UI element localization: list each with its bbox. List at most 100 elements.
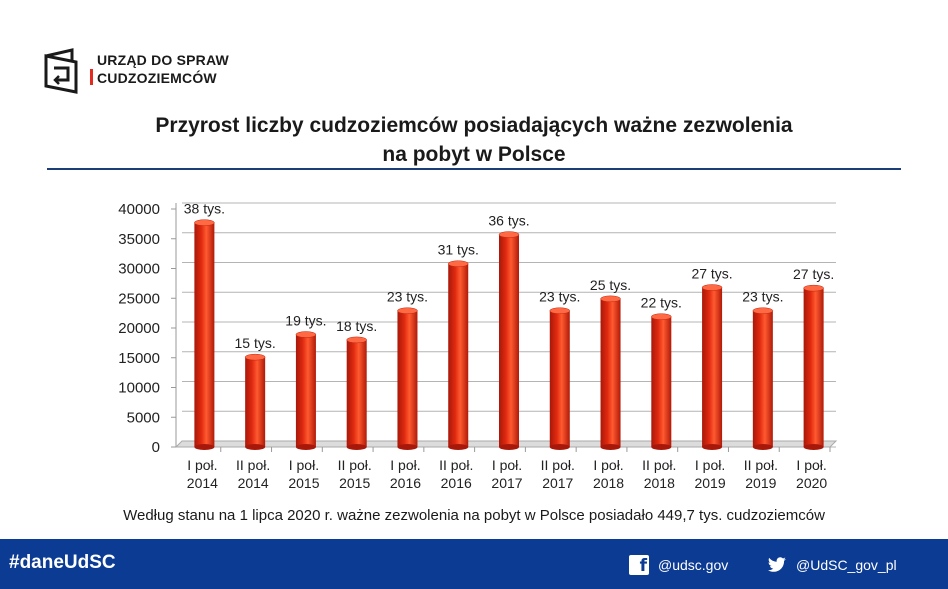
x-tick-label: II poł.	[338, 457, 372, 473]
bar-top	[803, 284, 824, 292]
x-tick-label: I poł.	[695, 457, 725, 473]
bar-base	[245, 444, 266, 450]
twitter-icon	[767, 557, 786, 572]
x-tick-label: 2017	[491, 475, 522, 491]
bar-base	[448, 444, 469, 450]
x-tick-label: I poł.	[492, 457, 522, 473]
bar-top	[194, 219, 215, 226]
bar-base	[397, 444, 418, 450]
x-tick-label: II poł.	[541, 457, 575, 473]
bar-base	[499, 444, 519, 450]
x-tick-label: 2015	[288, 475, 319, 491]
chart-title-line2: na pobyt w Polsce	[382, 143, 566, 166]
bar-base	[752, 444, 773, 450]
bar-top	[651, 313, 672, 320]
y-tick-label: 15000	[118, 350, 160, 367]
bar-top	[295, 331, 317, 338]
x-tick-label: 2014	[187, 475, 218, 491]
data-label: 27 tys.	[691, 266, 732, 282]
y-tick-label: 25000	[118, 290, 160, 307]
bar-top	[244, 353, 266, 361]
bar-base	[549, 444, 570, 450]
bar-base	[702, 444, 723, 450]
bar-base	[600, 444, 621, 450]
bar-top	[600, 295, 621, 303]
facebook-link[interactable]: f @udsc.gov	[629, 554, 728, 576]
footer-hashtag: #daneUdSC	[9, 552, 116, 573]
data-label: 23 tys.	[539, 289, 580, 305]
data-label: 19 tys.	[285, 313, 326, 329]
y-tick-label: 30000	[118, 261, 160, 278]
bar-top	[346, 336, 367, 344]
x-tick-label: II poł.	[439, 457, 473, 473]
bar-top	[701, 284, 723, 291]
y-tick-label: 10000	[118, 380, 160, 397]
bar	[651, 316, 672, 447]
logo-text-line1: URZĄD DO SPRAW	[97, 52, 229, 68]
logo-text-line2: CUDZOZIEMCÓW	[97, 70, 217, 86]
y-tick-label: 40000	[118, 201, 160, 218]
bar-chart: 0 5000 10000 15000 20000 25000 30000 35000 40000…	[118, 201, 838, 491]
y-tick-label: 35000	[118, 231, 160, 248]
bar-top	[397, 307, 418, 314]
bar-base	[194, 444, 215, 450]
facebook-icon: f	[629, 555, 649, 576]
x-tick-label: 2020	[796, 475, 827, 491]
bar	[295, 334, 316, 447]
x-tick-label: 2018	[593, 475, 624, 491]
summary-note: Według stanu na 1 lipca 2020 r. ważne ze…	[123, 507, 825, 524]
bar-top	[447, 260, 469, 267]
bar	[194, 222, 215, 447]
x-tick-label: II poł.	[236, 457, 270, 473]
bar	[397, 310, 418, 447]
data-label: 38 tys.	[184, 201, 225, 217]
data-label: 36 tys.	[488, 213, 529, 229]
chart-title: Przyrost liczby cudzoziemców posiadający…	[0, 111, 948, 169]
x-tick-label: 2016	[390, 475, 421, 491]
bar-top	[549, 307, 571, 314]
x-tick-label: 2018	[644, 475, 675, 491]
y-tick-label: 0	[152, 439, 160, 456]
data-label: 25 tys.	[590, 277, 631, 293]
data-label: 22 tys.	[641, 295, 682, 311]
udsc-logo: URZĄD DO SPRAW CUDZOZIEMCÓW	[42, 46, 242, 96]
chart-title-line1: Przyrost liczby cudzoziemców posiadający…	[155, 114, 793, 137]
bar	[346, 339, 367, 447]
x-tick-label: 2014	[238, 475, 269, 491]
twitter-handle: @UdSC_gov_pl	[796, 557, 897, 573]
bar	[549, 310, 570, 447]
bar	[448, 263, 469, 447]
data-label: 18 tys.	[336, 318, 377, 334]
x-tick-label: 2016	[441, 475, 472, 491]
x-tick-label: I poł.	[390, 457, 420, 473]
bar-base	[295, 444, 316, 450]
title-divider	[47, 168, 901, 170]
x-tick-label: I poł.	[796, 457, 826, 473]
facebook-handle: @udsc.gov	[658, 557, 729, 573]
bar-base	[346, 444, 367, 450]
bar	[499, 234, 519, 447]
bar-base	[803, 444, 824, 450]
logo-accent-bar	[90, 69, 93, 85]
x-tick-label: I poł.	[187, 457, 217, 473]
bar	[245, 357, 266, 447]
x-tick-label: 2019	[694, 475, 725, 491]
twitter-link[interactable]: @UdSC_gov_pl	[767, 554, 897, 576]
x-tick-label: II poł.	[744, 457, 778, 473]
bar-top	[752, 307, 774, 314]
x-tick-label: II poł.	[642, 457, 676, 473]
data-label: 27 tys.	[793, 266, 834, 282]
data-label: 23 tys.	[387, 289, 428, 305]
data-label: 31 tys.	[438, 242, 479, 258]
x-tick-label: 2015	[339, 475, 370, 491]
footer-bar: #daneUdSC f @udsc.gov @UdSC_gov_pl	[0, 539, 948, 589]
bar-base	[651, 444, 672, 450]
y-tick-label: 20000	[118, 320, 160, 337]
x-tick-label: I poł.	[289, 457, 319, 473]
udsc-logo-icon	[44, 48, 78, 94]
data-label: 23 tys.	[742, 289, 783, 305]
bar	[702, 287, 723, 447]
y-tick-label: 5000	[127, 409, 160, 426]
x-tick-label: 2017	[542, 475, 573, 491]
bar	[752, 310, 773, 447]
